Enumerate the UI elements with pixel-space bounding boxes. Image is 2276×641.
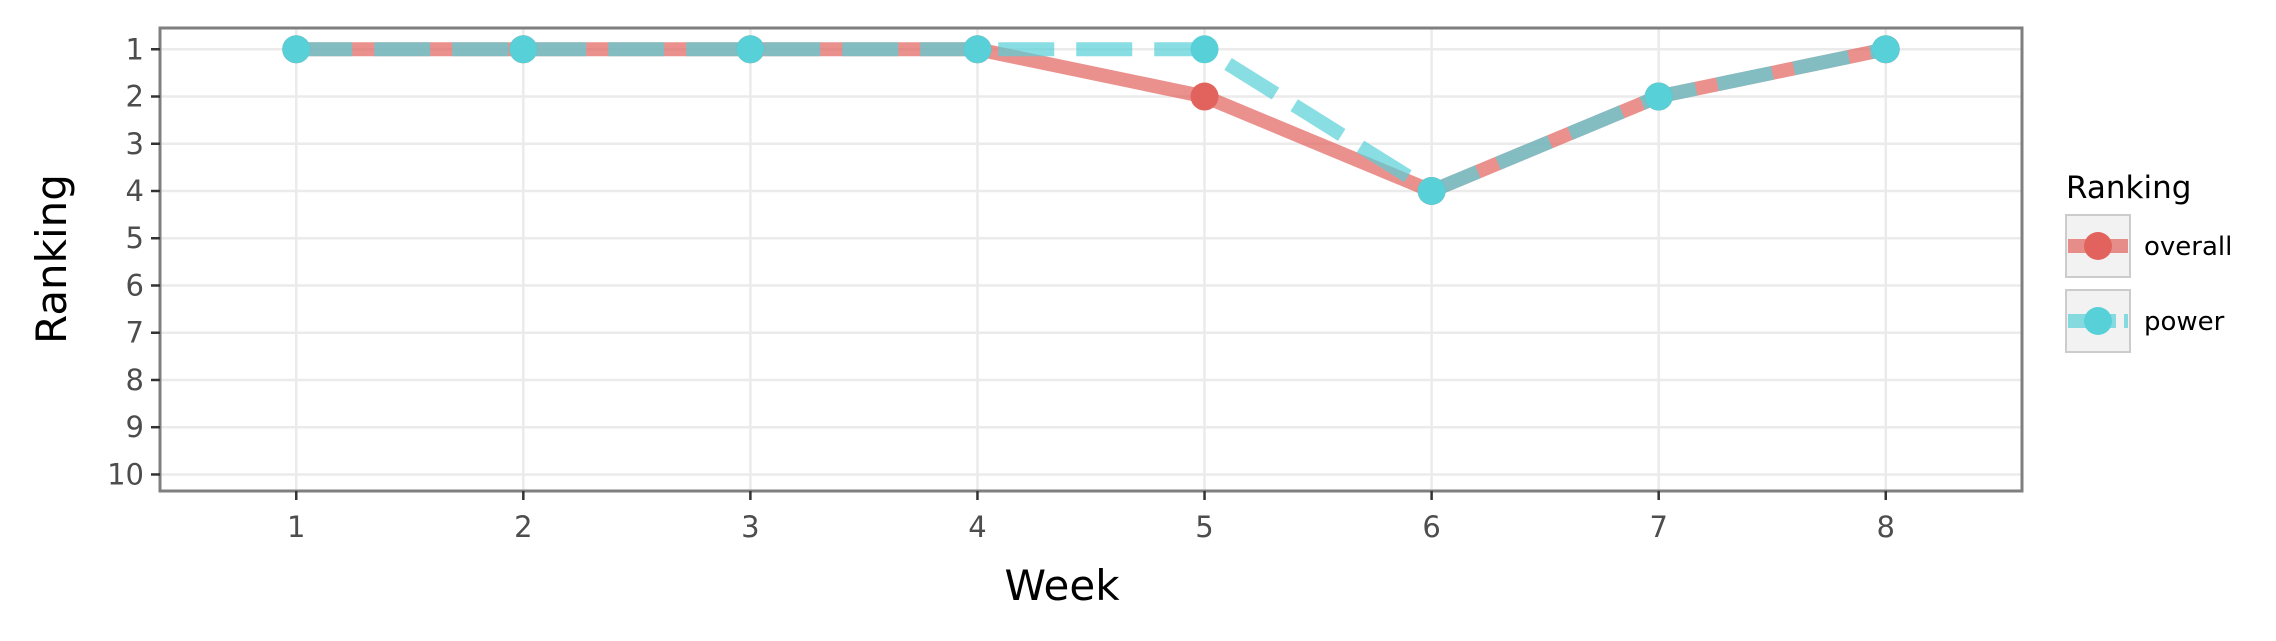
x-tick-label: 2	[514, 510, 532, 544]
series-layer	[282, 35, 1900, 205]
y-tick-label: 3	[126, 127, 144, 161]
data-point-power	[963, 35, 992, 64]
y-tick-label: 4	[126, 174, 144, 208]
legend: Ranking overall power	[2065, 170, 2232, 353]
axis-ticks: 1 2 3 4 5 6 7 8 1 2 3 4 5 6 7 8 9 10	[107, 32, 1895, 544]
x-tick-label: 1	[287, 510, 305, 544]
data-point-power	[1417, 176, 1446, 205]
plot-frame	[158, 26, 2024, 493]
legend-label-overall: overall	[2144, 232, 2232, 262]
y-tick-label: 8	[126, 363, 144, 397]
y-axis-title: Ranking	[27, 174, 76, 344]
y-tick-label: 10	[107, 457, 144, 491]
x-tick-label: 3	[741, 510, 759, 544]
legend-key-marker	[2084, 232, 2112, 260]
x-tick-label: 4	[968, 510, 986, 544]
data-point-power	[509, 35, 538, 64]
data-point-overall	[1190, 82, 1219, 111]
x-axis-title: Week	[1004, 561, 1120, 610]
legend-title: Ranking	[2066, 170, 2191, 206]
y-tick-label: 1	[126, 32, 144, 66]
y-tick-label: 6	[126, 268, 144, 302]
data-point-power	[1871, 35, 1900, 64]
y-tick-label: 7	[126, 316, 144, 350]
legend-label-power: power	[2144, 307, 2225, 337]
x-tick-label: 6	[1422, 510, 1440, 544]
legend-key-marker	[2084, 307, 2112, 335]
y-tick-label: 5	[126, 221, 144, 255]
series-line-power	[296, 42, 1888, 198]
data-point-power	[282, 35, 311, 64]
y-tick-label: 2	[126, 80, 144, 114]
data-point-power	[1644, 82, 1673, 111]
y-tick-label: 9	[126, 410, 144, 444]
plot-background	[160, 28, 2022, 491]
x-tick-label: 5	[1195, 510, 1213, 544]
x-tick-label: 7	[1649, 510, 1667, 544]
data-point-power	[1190, 35, 1219, 64]
data-point-power	[736, 35, 765, 64]
x-tick-label: 8	[1877, 510, 1895, 544]
